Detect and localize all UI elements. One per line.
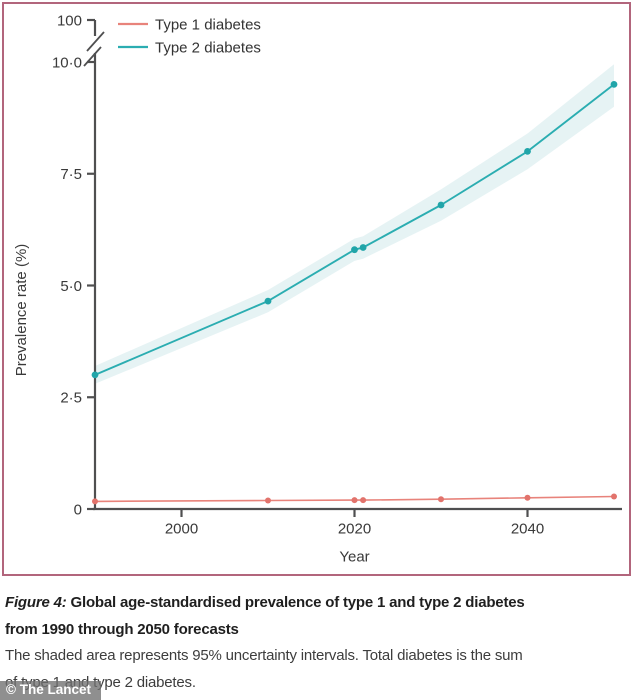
axis-break-slash-lower <box>83 46 102 67</box>
type-1-marker <box>438 496 444 503</box>
type-2-marker <box>524 148 531 155</box>
x-tick-label: 2000 <box>165 520 198 537</box>
caption-title-line-2: from 1990 through 2050 forecasts <box>5 620 239 638</box>
x-tick-label: 2040 <box>511 520 544 537</box>
x-tick-label: 2020 <box>338 520 371 537</box>
caption-title-text: Global age-standardised prevalence of ty… <box>66 594 525 611</box>
y-tick-label: 10·0 <box>52 54 82 71</box>
y-tick-label-100: 100 <box>57 12 82 29</box>
axis-break-slash-upper <box>86 31 105 52</box>
type-1-marker <box>351 497 358 504</box>
type-1-marker <box>611 493 617 500</box>
figure-label: Figure 4: <box>5 594 67 611</box>
panel-border <box>2 2 631 576</box>
type-1-marker <box>92 498 98 505</box>
caption-body-line-1: The shaded area represents 95% uncertain… <box>5 647 523 664</box>
diabetes-prevalence-chart: 100 0 2·5 5·0 7·5 10·0 2000 2020 2040 Year Prevale… <box>2 2 631 576</box>
type-2-marker <box>610 81 618 88</box>
type-1-marker <box>524 494 531 501</box>
type-2-marker <box>351 246 358 254</box>
y-tick-label: 5·0 <box>60 278 82 295</box>
type-1-marker <box>265 497 271 504</box>
type-2-marker <box>437 201 445 209</box>
type-2-marker <box>264 297 272 305</box>
y-tick-label: 7·5 <box>60 166 82 183</box>
legend-label-2: Type 2 diabetes <box>155 39 261 56</box>
type-2-marker <box>91 371 99 379</box>
y-tick-label: 2·5 <box>60 390 82 407</box>
caption-title-line-1: Figure 4: Global age-standardised preval… <box>5 590 633 617</box>
type-2-marker <box>359 244 367 251</box>
x-axis-title: Year <box>339 548 369 565</box>
y-tick-label: 0 <box>74 501 82 518</box>
y-axis-title: Prevalence rate (%) <box>13 244 30 377</box>
type-2-uncertainty-band <box>95 64 614 384</box>
lancet-watermark: © The Lancet <box>0 681 101 700</box>
legend-label-1: Type 1 diabetes <box>155 16 261 33</box>
type-1-marker <box>360 497 367 504</box>
